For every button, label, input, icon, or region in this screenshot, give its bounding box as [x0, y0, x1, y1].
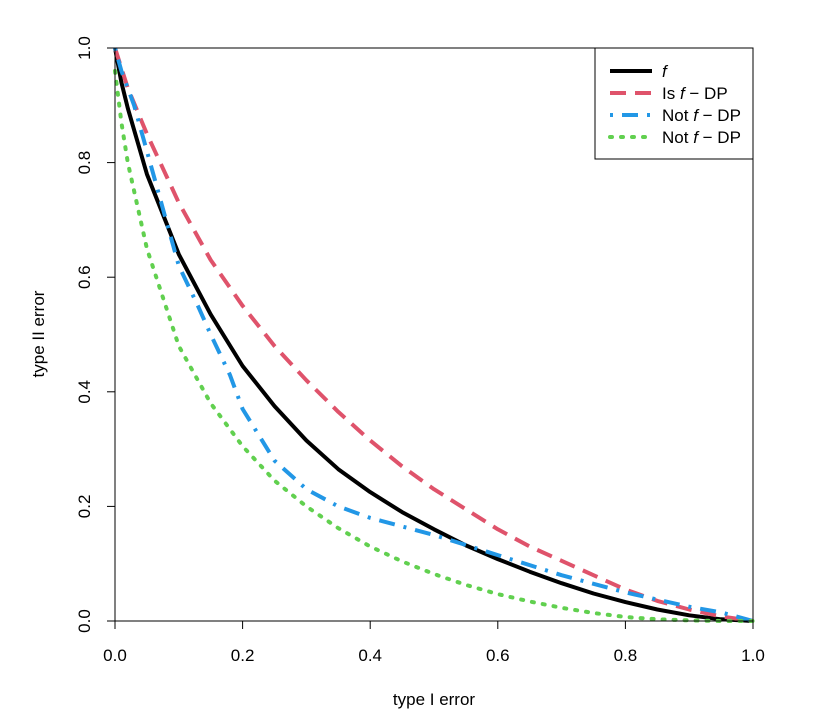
x-tick-label: 0.2: [231, 646, 255, 665]
legend-entry-label: f: [662, 62, 669, 81]
x-tick-label: 0.4: [358, 646, 382, 665]
legend: f Is f − DP Not f − DP Not f − DP: [594, 47, 754, 160]
legend-box: [594, 47, 754, 160]
legend-entry-label: Is f − DP: [662, 84, 728, 103]
series-line-3: [113, 47, 754, 623]
y-tick-label: 0.2: [75, 495, 94, 519]
x-tick-label: 1.0: [741, 646, 765, 665]
y-tick-label: 0.6: [75, 265, 94, 289]
legend-entry-label: Not f − DP: [662, 106, 741, 125]
series-layer: [113, 47, 755, 623]
y-tick-label: 1.0: [75, 36, 94, 60]
y-tick-label: 0.8: [75, 151, 94, 175]
y-tick-label: 0.4: [75, 380, 94, 404]
y-axis: 0.0 0.2 0.4 0.6 0.8 1.0: [75, 36, 116, 633]
y-axis-title: type II error: [29, 290, 48, 377]
legend-entry-label: Not f − DP: [662, 128, 741, 147]
y-tick-label: 0.0: [75, 609, 94, 633]
x-tick-label: 0.8: [614, 646, 638, 665]
x-tick-label: 0.0: [103, 646, 127, 665]
x-tick-label: 0.6: [486, 646, 510, 665]
x-axis-title: type I error: [393, 690, 476, 709]
x-axis: 0.0 0.2 0.4 0.6 0.8 1.0: [103, 620, 765, 665]
